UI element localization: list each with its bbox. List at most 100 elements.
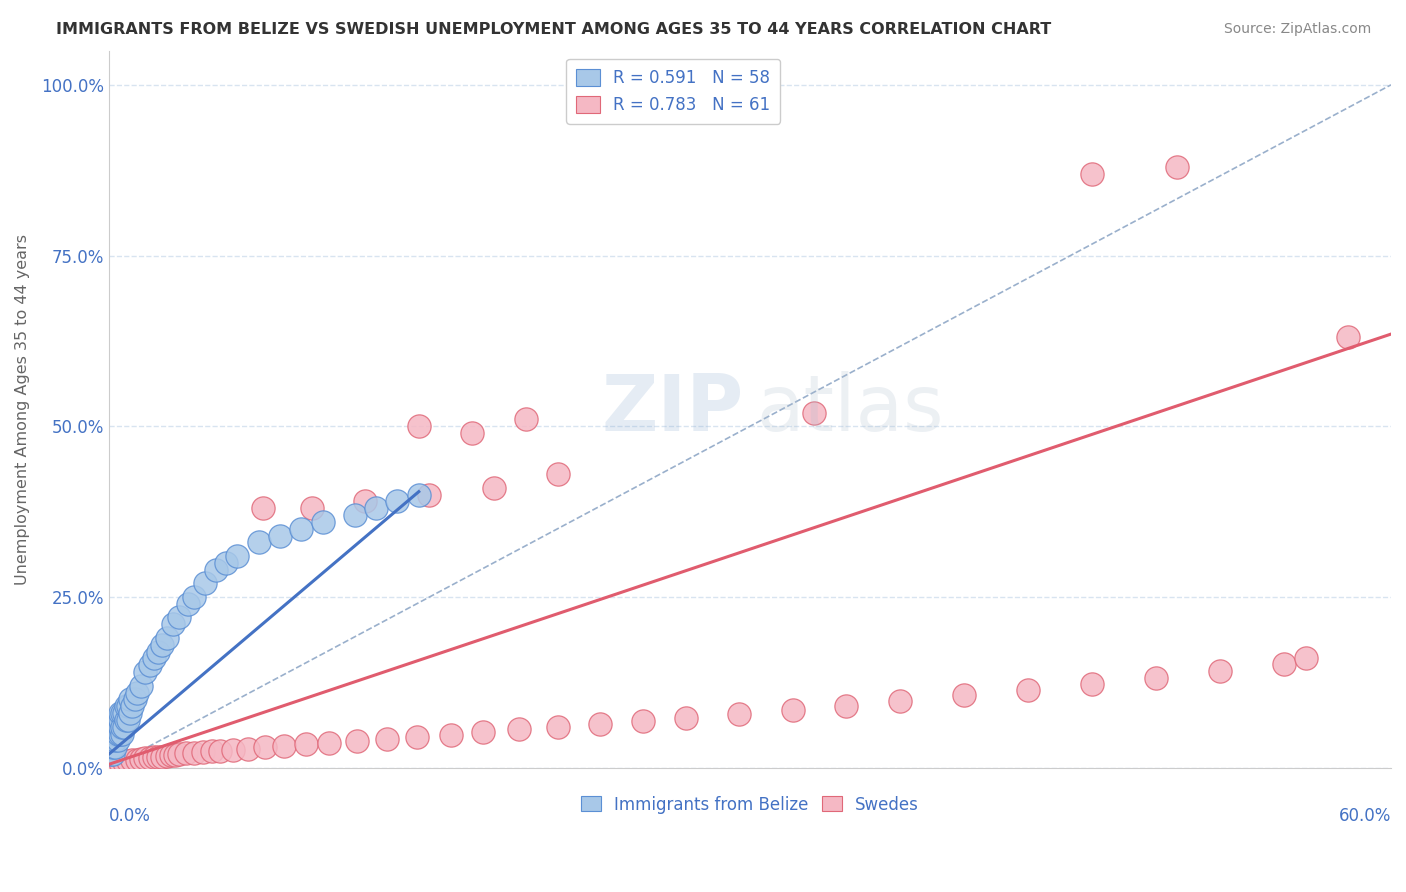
Point (183, 746, 205, 760)
Point (375, 732, 398, 747)
Point (162, 617, 184, 632)
Point (301, 501, 323, 516)
Text: 60.0%: 60.0% (1339, 807, 1391, 825)
Point (311, 515, 333, 529)
Point (104, 720, 127, 734)
Legend: Immigrants from Belize, Swedes: Immigrants from Belize, Swedes (574, 789, 925, 821)
Point (100, 747, 122, 761)
Point (354, 494, 377, 508)
Y-axis label: Unemployment Among Ages 35 to 44 years: Unemployment Among Ages 35 to 44 years (15, 234, 30, 584)
Point (117, 713, 139, 727)
Point (418, 487, 440, 501)
Point (111, 720, 134, 734)
Point (124, 692, 146, 706)
Point (194, 576, 217, 591)
Point (471, 725, 494, 739)
Point (104, 740, 127, 755)
Point (100, 740, 122, 755)
Point (103, 756, 125, 771)
Point (222, 743, 245, 757)
Point (129, 679, 152, 693)
Point (121, 753, 143, 767)
Point (108, 706, 131, 720)
Point (169, 610, 191, 624)
Point (252, 501, 274, 516)
Point (508, 723, 530, 737)
Point (142, 750, 165, 764)
Point (183, 590, 205, 604)
Point (1081, 677, 1104, 691)
Point (112, 706, 135, 720)
Point (115, 713, 138, 727)
Text: IMMIGRANTS FROM BELIZE VS SWEDISH UNEMPLOYMENT AMONG AGES 35 TO 44 YEARS CORRELA: IMMIGRANTS FROM BELIZE VS SWEDISH UNEMPL… (56, 22, 1052, 37)
Point (215, 556, 238, 570)
Point (111, 726, 134, 740)
Point (835, 698, 858, 713)
Point (108, 756, 131, 770)
Text: ZIP: ZIP (602, 371, 744, 447)
Point (117, 699, 139, 714)
Point (120, 706, 142, 720)
Point (103, 733, 125, 747)
Point (191, 745, 214, 759)
Point (1166, 160, 1188, 174)
Point (1295, 651, 1317, 665)
Point (107, 720, 129, 734)
Point (134, 751, 156, 765)
Point (134, 665, 156, 679)
Point (782, 703, 804, 717)
Point (1337, 330, 1360, 344)
Point (1272, 657, 1295, 671)
Point (104, 756, 127, 770)
Point (112, 755, 135, 769)
Point (100, 733, 122, 747)
Point (107, 726, 129, 740)
Text: 0.0%: 0.0% (110, 807, 150, 825)
Text: atlas: atlas (756, 371, 943, 447)
Point (1144, 671, 1167, 685)
Point (146, 750, 169, 764)
Point (100, 726, 122, 740)
Point (515, 412, 537, 426)
Point (1081, 167, 1104, 181)
Point (112, 720, 135, 734)
Point (125, 752, 148, 766)
Point (138, 751, 160, 765)
Point (108, 713, 131, 727)
Point (631, 714, 654, 729)
Point (111, 706, 134, 720)
Point (125, 685, 148, 699)
Point (156, 631, 179, 645)
Point (150, 749, 173, 764)
Point (174, 747, 197, 761)
Point (138, 658, 160, 673)
Point (589, 717, 612, 731)
Point (107, 713, 129, 727)
Point (104, 726, 127, 740)
Point (728, 706, 751, 721)
Point (273, 739, 295, 753)
Point (108, 720, 131, 734)
Point (146, 645, 169, 659)
Point (952, 689, 974, 703)
Point (103, 726, 125, 740)
Point (200, 744, 222, 758)
Point (209, 744, 232, 758)
Point (318, 736, 340, 750)
Point (115, 699, 138, 714)
Point (165, 747, 187, 762)
Point (343, 508, 366, 522)
Point (160, 748, 183, 763)
Point (461, 426, 484, 441)
Point (290, 522, 312, 536)
Point (247, 535, 270, 549)
Point (121, 699, 143, 714)
Point (803, 406, 825, 420)
Point (100, 757, 122, 772)
Point (142, 651, 165, 665)
Point (1017, 682, 1039, 697)
Point (120, 692, 142, 706)
Point (226, 549, 249, 563)
Text: Source: ZipAtlas.com: Source: ZipAtlas.com (1223, 22, 1371, 37)
Point (156, 749, 179, 764)
